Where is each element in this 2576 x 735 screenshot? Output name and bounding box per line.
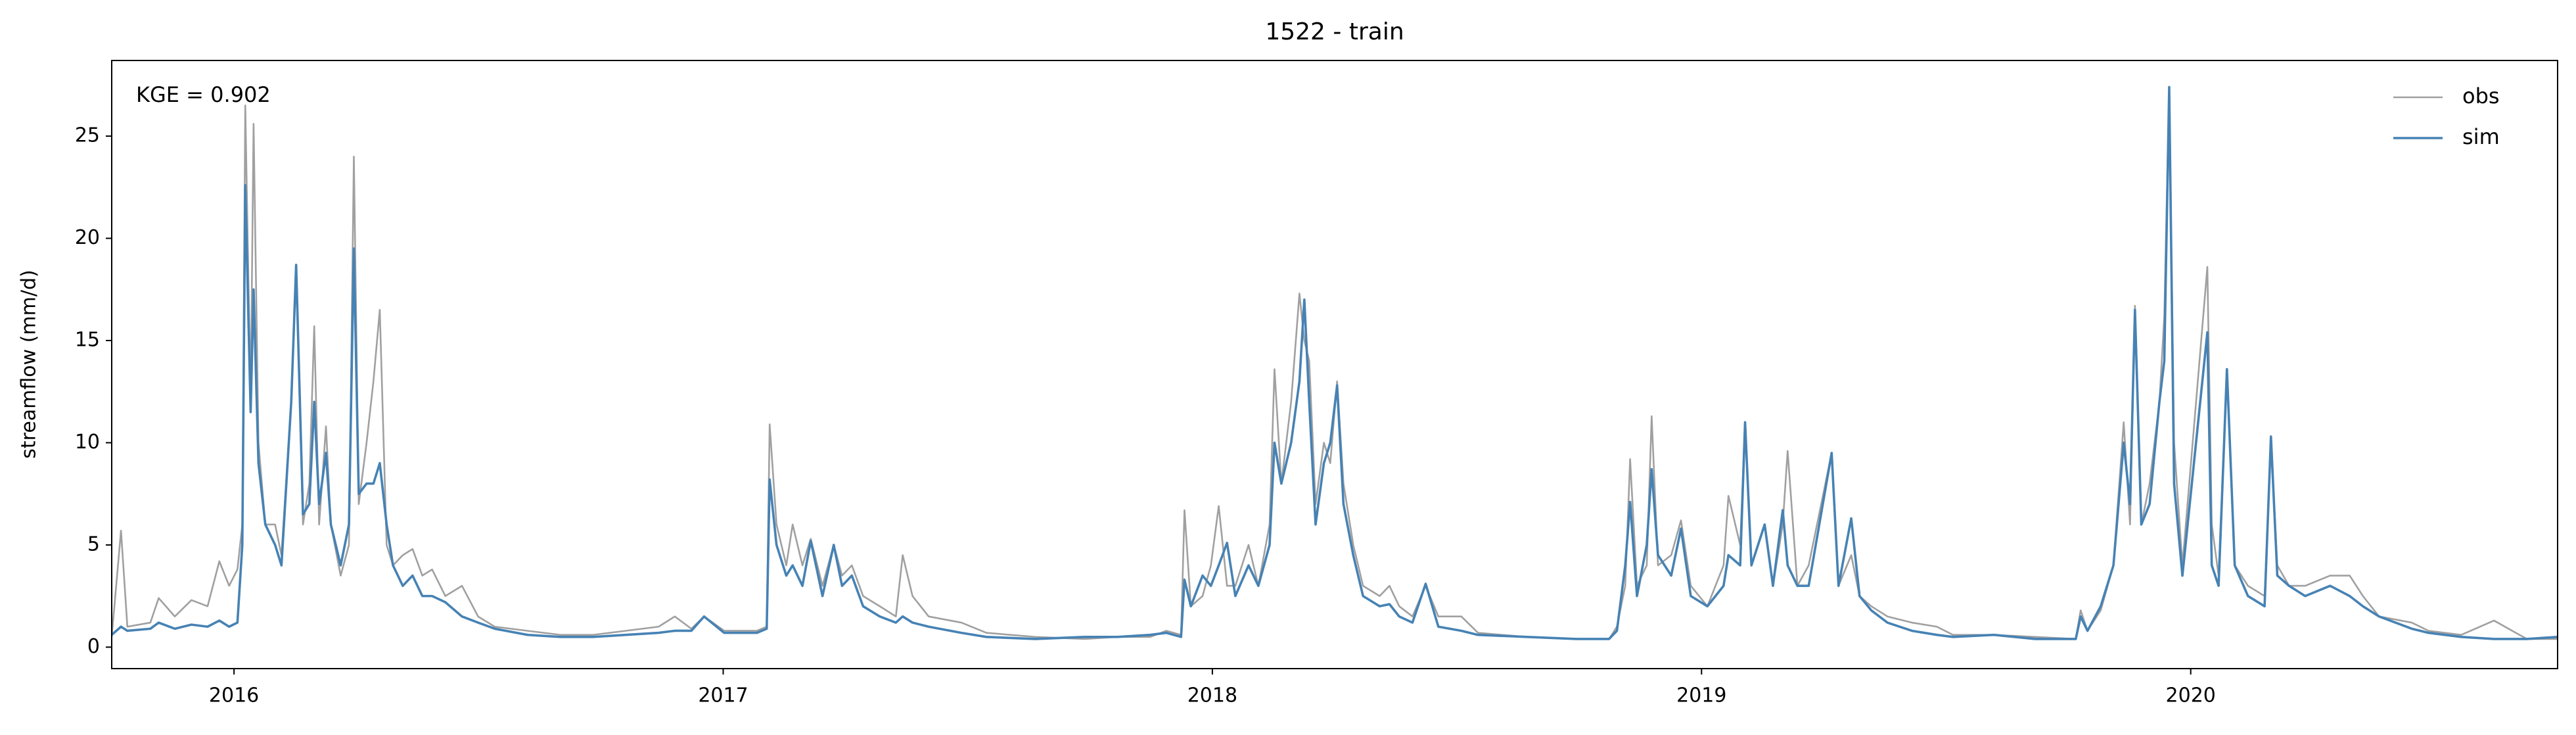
x-tick-label: 2019 <box>1676 684 1726 707</box>
legend-label: obs <box>2462 83 2500 108</box>
x-tick-label: 2018 <box>1187 684 1237 707</box>
x-tick-label: 2020 <box>2166 684 2216 707</box>
x-tick-label: 2016 <box>209 684 259 707</box>
legend-label: sim <box>2462 124 2500 149</box>
line-sim <box>112 85 2558 640</box>
y-tick-label: 20 <box>75 226 100 249</box>
annotation: KGE = 0.902 <box>136 82 271 107</box>
x-tick-label: 2017 <box>698 684 748 707</box>
y-tick-label: 15 <box>75 328 100 351</box>
y-axis-label: streamflow (mm/d) <box>18 270 41 458</box>
y-tick-label: 5 <box>87 533 100 556</box>
plot-frame <box>111 60 2558 669</box>
y-tick-label: 0 <box>87 635 100 658</box>
y-tick-label: 10 <box>75 431 100 454</box>
chart-title: 1522 - train <box>1265 18 1404 45</box>
line-obs <box>112 88 2558 640</box>
y-tick-label: 25 <box>75 124 100 147</box>
